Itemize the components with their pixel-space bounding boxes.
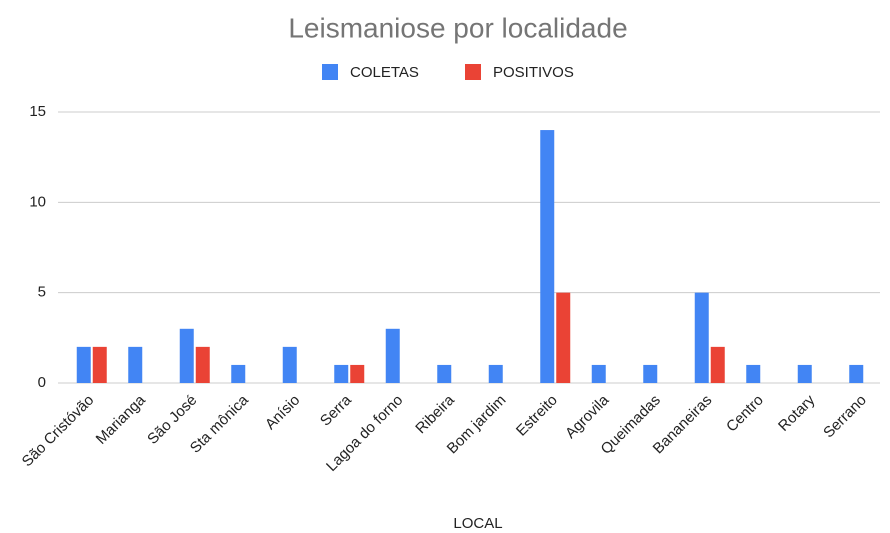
x-tick-label: Rotary — [775, 391, 819, 435]
bar — [195, 346, 210, 383]
bar — [128, 346, 143, 383]
y-tick-label: 10 — [29, 193, 46, 210]
bar — [334, 364, 349, 383]
bar — [797, 364, 812, 383]
bar — [437, 364, 452, 383]
x-tick-label: São Cristóvão — [19, 392, 98, 471]
bar — [643, 364, 658, 383]
bar — [849, 364, 864, 383]
legend-swatch — [322, 64, 338, 80]
bar — [556, 292, 571, 383]
bar — [694, 292, 709, 383]
bar — [385, 328, 400, 383]
bar — [231, 364, 246, 383]
x-tick-label: Estreito — [513, 392, 561, 440]
x-axis-label: LOCAL — [453, 515, 502, 532]
y-tick-label: 0 — [38, 374, 46, 391]
x-tick-label: Agrovila — [562, 391, 613, 442]
bar — [179, 328, 194, 383]
bar — [282, 346, 297, 383]
x-tick-label: Ribeira — [412, 391, 458, 437]
bar — [591, 364, 606, 383]
bar — [92, 346, 107, 383]
y-tick-label: 15 — [29, 103, 46, 120]
legend-label: COLETAS — [350, 64, 419, 81]
x-tick-label: Anísio — [262, 392, 304, 434]
legend-swatch — [465, 64, 481, 80]
chart-title: Leismaniose por localidade — [288, 12, 627, 43]
x-tick-label: Marianga — [93, 391, 150, 448]
bar — [488, 364, 503, 383]
bar — [710, 346, 725, 383]
x-tick-label: Serrano — [820, 392, 870, 442]
y-tick-label: 5 — [38, 284, 46, 301]
bar — [540, 130, 555, 383]
x-tick-label: Serra — [317, 391, 355, 429]
legend-label: POSITIVOS — [493, 64, 574, 81]
x-tick-label: Centro — [723, 392, 767, 436]
bar — [746, 364, 761, 383]
bar — [76, 346, 91, 383]
bar — [350, 364, 365, 383]
